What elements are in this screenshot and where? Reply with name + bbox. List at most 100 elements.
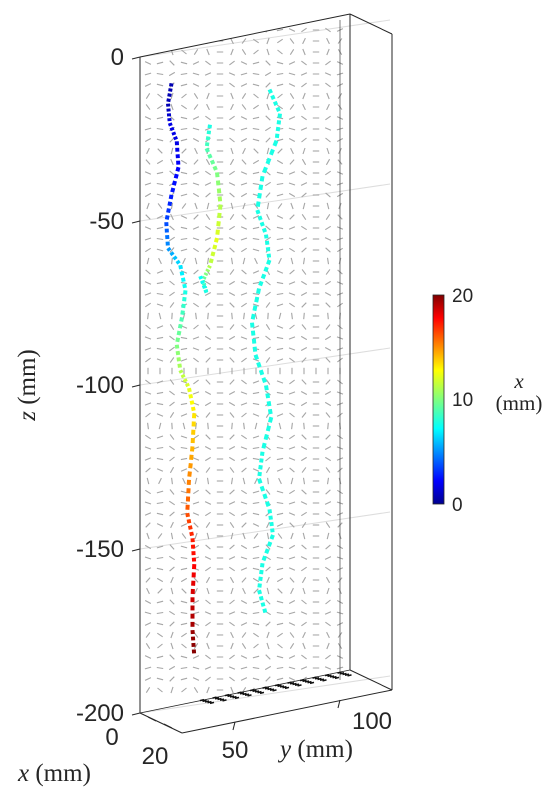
field-arrow — [325, 654, 331, 660]
field-arrow — [288, 281, 296, 285]
field-arrow — [204, 666, 212, 670]
field-arrow — [169, 621, 175, 627]
field-arrow — [301, 654, 307, 660]
field-arrow — [180, 248, 188, 252]
field-arrow — [301, 434, 307, 440]
field-arrow — [252, 127, 260, 131]
trajectory-segment — [257, 192, 262, 199]
field-arrow — [252, 512, 260, 516]
field-arrow — [276, 632, 284, 638]
field-arrow — [325, 27, 331, 33]
field-arrow — [324, 170, 332, 176]
z-tick — [131, 548, 141, 552]
field-arrow — [180, 523, 188, 527]
field-arrow — [156, 248, 164, 252]
field-arrow — [145, 467, 151, 473]
trajectory-segment — [276, 120, 282, 125]
field-arrow — [252, 104, 260, 110]
field-arrow — [240, 127, 248, 131]
field-arrow — [192, 281, 200, 285]
x-tick-label: 20 — [142, 743, 169, 770]
field-arrow — [241, 247, 247, 253]
field-arrow — [240, 556, 248, 560]
trajectory-segment — [210, 251, 216, 257]
trajectory-segment — [189, 531, 194, 537]
field-arrow — [229, 357, 235, 363]
trajectory-segment — [182, 378, 188, 383]
field-arrow — [325, 511, 331, 517]
field-arrow — [252, 336, 260, 340]
field-arrow — [192, 600, 200, 604]
field-arrow — [156, 325, 164, 329]
field-arrow — [337, 687, 343, 693]
floor-mark — [314, 677, 320, 680]
field-arrow — [290, 477, 294, 485]
field-arrow — [169, 610, 175, 616]
trajectory-segment — [166, 208, 171, 213]
field-arrow — [300, 611, 308, 615]
trajectory-segment — [253, 354, 259, 361]
field-arrow — [145, 522, 151, 528]
trajectory-segment — [169, 82, 174, 87]
field-arrow — [158, 477, 162, 485]
trajectory-segment — [252, 305, 258, 312]
field-arrow — [324, 391, 332, 395]
field-arrow — [276, 159, 284, 165]
field-arrow — [326, 92, 330, 100]
field-arrow — [204, 170, 212, 176]
field-arrow — [169, 654, 175, 660]
field-arrow — [267, 477, 269, 485]
field-arrow — [229, 434, 235, 440]
field-arrow — [325, 467, 331, 473]
x-tick — [147, 716, 157, 722]
field-arrow — [180, 413, 188, 417]
floor-mark — [224, 693, 230, 697]
field-arrow — [180, 677, 188, 681]
floor-mark — [297, 684, 302, 687]
field-arrow — [205, 467, 211, 473]
floor-mark — [229, 695, 235, 698]
trajectory-segment — [175, 166, 181, 172]
field-arrow — [241, 357, 247, 363]
field-arrow — [288, 544, 296, 550]
field-arrow — [156, 336, 164, 340]
floor-mark — [267, 687, 272, 691]
field-arrow — [229, 225, 235, 231]
field-arrow — [180, 490, 188, 494]
field-arrow — [181, 148, 187, 154]
floor-mark — [319, 678, 325, 681]
field-arrow — [301, 137, 307, 143]
field-arrow — [301, 544, 307, 550]
field-arrow — [156, 347, 164, 351]
field-arrow — [228, 391, 236, 395]
field-arrow — [326, 686, 330, 694]
field-arrow — [252, 303, 260, 307]
trajectory-segment — [256, 361, 262, 368]
field-arrow — [180, 193, 188, 197]
trajectory-segment — [263, 266, 269, 273]
field-arrow — [169, 466, 175, 474]
field-arrow — [266, 103, 270, 111]
field-arrow — [266, 92, 270, 100]
field-arrow — [252, 38, 260, 44]
trajectory-segment — [204, 142, 210, 147]
field-arrow — [300, 292, 308, 296]
trajectory-segment — [257, 471, 262, 477]
trajectory-segment — [259, 221, 265, 227]
field-arrow — [228, 446, 236, 450]
field-arrow — [192, 72, 200, 76]
field-arrow — [156, 358, 164, 362]
field-arrow — [229, 27, 235, 33]
field-arrow — [265, 466, 271, 474]
field-arrow — [230, 37, 234, 45]
field-arrow — [240, 544, 248, 550]
field-arrow — [277, 687, 283, 693]
field-arrow — [288, 28, 296, 32]
field-arrow — [301, 324, 307, 330]
field-arrow — [192, 611, 200, 615]
field-arrow — [156, 127, 164, 131]
field-arrow — [264, 665, 272, 671]
field-arrow — [240, 567, 248, 571]
field-arrow — [144, 28, 152, 32]
